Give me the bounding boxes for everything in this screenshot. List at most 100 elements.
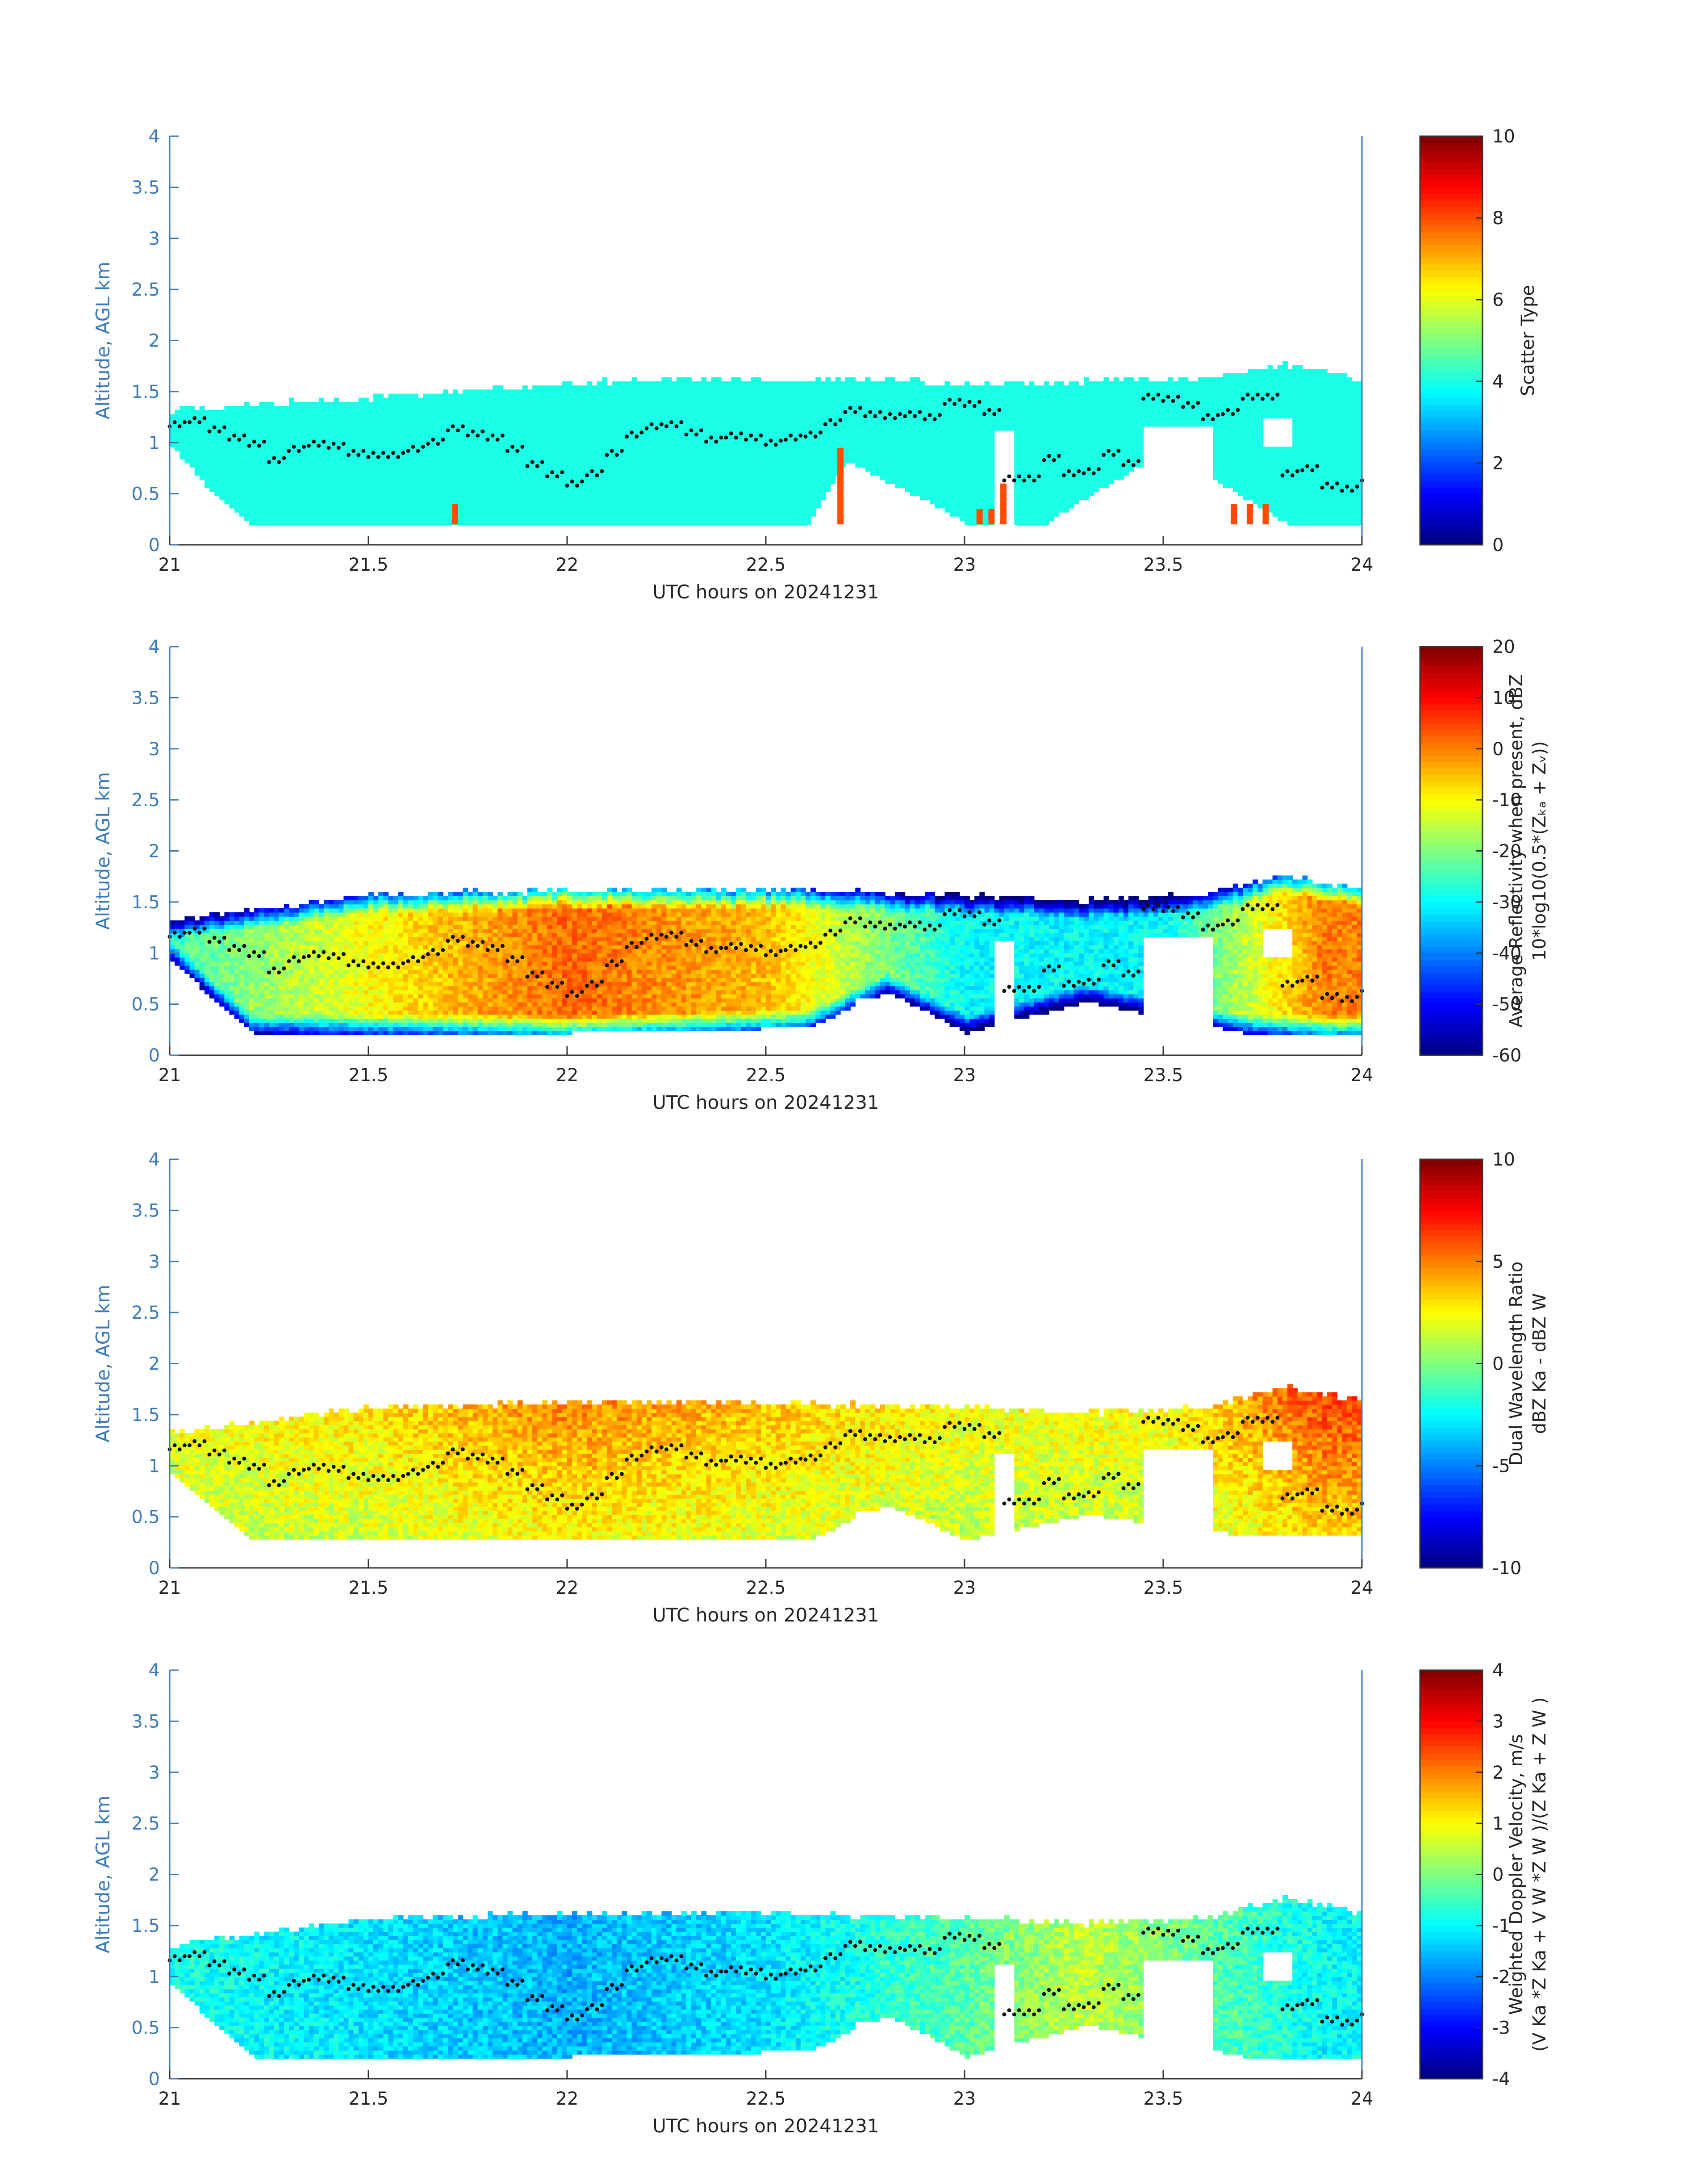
heatmap-cell (681, 406, 687, 410)
heatmap-cell (518, 488, 523, 492)
heatmap-cell (801, 500, 806, 504)
heatmap-cell (502, 480, 508, 484)
heatmap-cell (249, 488, 255, 492)
heatmap-cell (781, 447, 786, 451)
heatmap-cell (513, 389, 518, 394)
heatmap-cell (309, 508, 314, 513)
heatmap-cell (582, 500, 587, 504)
heatmap-cell (706, 410, 712, 414)
heatmap-cell (383, 414, 388, 418)
heatmap-cell (423, 398, 428, 402)
heatmap-cell (184, 435, 190, 439)
heatmap-cell (691, 389, 697, 394)
heatmap-cell (518, 467, 523, 472)
heatmap-cell (706, 402, 712, 406)
heatmap-cell (284, 410, 289, 414)
heatmap-cell (488, 451, 493, 455)
heatmap-cell (518, 463, 523, 468)
heatmap-cell (651, 459, 657, 464)
heatmap-cell (656, 508, 662, 513)
heatmap-cell (791, 422, 796, 427)
heatmap-cell (701, 418, 706, 422)
heatmap-cell (368, 402, 374, 406)
heatmap-cell (527, 394, 533, 398)
heatmap-cell (408, 422, 413, 427)
heatmap-cell (289, 508, 294, 513)
heatmap-cell (448, 402, 453, 406)
heatmap-cell (791, 406, 796, 410)
heatmap-cell (577, 512, 582, 517)
heatmap-cell (751, 422, 756, 427)
heatmap-cell (458, 459, 463, 464)
heatmap-cell (239, 467, 245, 472)
heatmap-cell (184, 430, 190, 435)
heatmap-cell (686, 471, 692, 476)
heatmap-cell (493, 476, 498, 480)
heatmap-cell (527, 402, 533, 406)
heatmap-cell (274, 471, 280, 476)
heatmap-cell (567, 406, 572, 410)
heatmap-cell (622, 455, 627, 460)
heatmap-cell (711, 471, 717, 476)
heatmap-cell (557, 426, 563, 431)
heatmap-cell (686, 463, 692, 468)
heatmap-cell (527, 476, 533, 480)
heatmap-cell (741, 447, 746, 451)
heatmap-cell (478, 398, 483, 402)
heatmap-cell (632, 492, 637, 496)
heatmap-cell (403, 459, 409, 464)
heatmap-cell (592, 504, 597, 509)
heatmap-cell (801, 512, 806, 517)
heatmap-cell (513, 492, 518, 496)
heatmap-cell (756, 398, 761, 402)
heatmap-cell (602, 435, 607, 439)
heatmap-cell (672, 443, 677, 447)
heatmap-cell (532, 389, 538, 394)
heatmap-cell (672, 471, 677, 476)
heatmap-cell (214, 435, 220, 439)
heatmap-cell (781, 394, 786, 398)
heatmap-cell (672, 381, 677, 386)
heatmap-cell (269, 447, 275, 451)
heatmap-cell (661, 516, 667, 521)
heatmap-cell (651, 394, 657, 398)
heatmap-cell (373, 496, 379, 500)
heatmap-cell (309, 471, 314, 476)
heatmap-cell (343, 512, 349, 517)
heatmap-cell (443, 471, 448, 476)
heatmap-cell (264, 430, 269, 435)
heatmap-cell (463, 488, 468, 492)
heatmap-cell (761, 520, 766, 525)
heatmap-cell (726, 463, 731, 468)
heatmap-cell (592, 439, 597, 443)
heatmap-cell (438, 467, 443, 472)
heatmap-cell (334, 488, 339, 492)
heatmap-cell (478, 512, 483, 517)
heatmap-cell (751, 410, 756, 414)
heatmap-cell (443, 500, 448, 504)
heatmap-cell (716, 504, 722, 509)
heatmap-cell (483, 508, 488, 513)
heatmap-cell (731, 385, 736, 390)
heatmap-cell (677, 484, 682, 488)
heatmap-cell (721, 398, 727, 402)
heatmap-cell (632, 414, 637, 418)
heatmap-cell (667, 492, 672, 496)
heatmap-cell (423, 476, 428, 480)
heatmap-cell (195, 471, 200, 476)
heatmap-cell (661, 402, 667, 406)
heatmap-cell (532, 516, 538, 521)
heatmap-cell (691, 488, 697, 492)
heatmap-cell (721, 496, 727, 500)
heatmap-cell (349, 471, 354, 476)
heatmap-cell (209, 443, 215, 447)
heatmap-cell (502, 455, 508, 460)
heatmap-cell (577, 459, 582, 464)
heatmap-cell (532, 422, 538, 427)
heatmap-cell (572, 439, 577, 443)
heatmap-cell (796, 512, 801, 517)
heatmap-cell (224, 410, 230, 414)
heatmap-cell (527, 500, 533, 504)
heatmap-cell (244, 422, 250, 427)
